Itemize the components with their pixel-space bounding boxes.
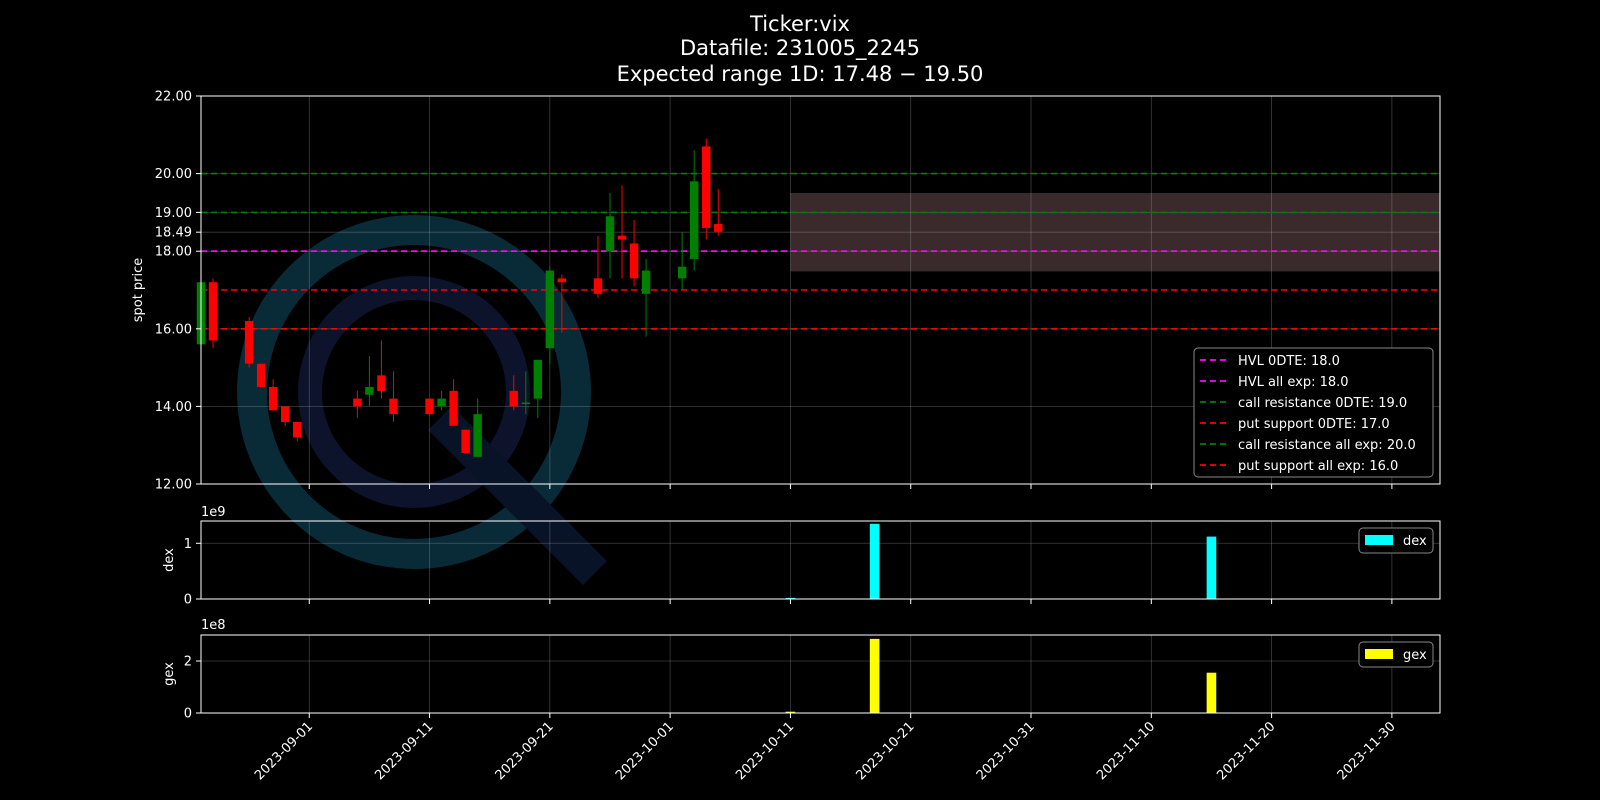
price-ytick-label: 20.00 (155, 167, 192, 182)
price-ytick-label: 14.00 (155, 400, 192, 415)
price-yticks: 12.00 14.00 16.00 18.00 18.49 19.00 20.00 22.00 (155, 90, 201, 493)
price-ytick-label: 12.00 (155, 478, 192, 493)
dex-ytick-label: 0 (184, 593, 192, 608)
gex-legend: gex (1358, 641, 1434, 668)
candle-body (473, 414, 482, 457)
price-xticks (308, 484, 1393, 489)
candle-body (533, 359, 543, 399)
candle-body (449, 390, 458, 426)
dex-bar (785, 597, 796, 599)
candle-body (677, 266, 687, 279)
dex-frame (200, 520, 1441, 600)
dex-yticks: 01 (184, 537, 201, 608)
candle-body (280, 406, 290, 422)
gex-frame (200, 634, 1441, 714)
candle-body (545, 270, 555, 349)
candle-body (256, 363, 266, 387)
chart-title-line-2: Datafile: 231005_2245 (680, 36, 920, 61)
dex-bar (1206, 536, 1217, 599)
candle-body (702, 146, 711, 228)
gex-legend-box (1358, 641, 1434, 668)
candle-body (365, 387, 374, 395)
price-levels (201, 172, 1440, 330)
price-ytick-label: 18.49 (155, 226, 192, 241)
candle-body (377, 375, 386, 391)
candle-body (617, 235, 627, 240)
legend-label-3: put support 0DTE: 17.0 (1238, 417, 1390, 432)
legend-label-2: call resistance 0DTE: 19.0 (1238, 396, 1407, 411)
gex-bar (785, 711, 796, 713)
dex-bars (785, 523, 1217, 599)
candle-body (293, 421, 302, 438)
candle-body (509, 390, 518, 407)
candle-body (689, 181, 699, 259)
legend-label-0: HVL 0DTE: 18.0 (1238, 354, 1340, 369)
dex-legend-box (1358, 527, 1434, 554)
candle-body (268, 387, 278, 411)
candle-body (629, 243, 639, 279)
watermark-inner-ring (298, 276, 530, 508)
gex-legend-label: gex (1403, 648, 1427, 663)
candle-body (208, 282, 218, 341)
chart-title-line-1: Ticker:vix (749, 12, 850, 36)
candle-body (641, 270, 651, 294)
candle-body (714, 224, 723, 232)
dex-legend: dex (1358, 527, 1434, 554)
candle-body (461, 429, 470, 453)
price-legend-box (1193, 347, 1434, 478)
chart-title-line-3: Expected range 1D: 17.48 − 19.50 (617, 62, 984, 86)
watermark-logo (237, 215, 608, 586)
price-grid (201, 95, 1440, 485)
dex-ylabel: dex (162, 548, 177, 572)
gex-bar (1206, 672, 1217, 713)
expected-range-band (790, 193, 1440, 272)
dex-panel: 01 1e9 dex dex (162, 505, 1441, 608)
gex-bars (785, 638, 1217, 713)
price-ytick-label: 18.00 (155, 245, 192, 260)
gex-bar (869, 638, 880, 713)
price-frame (200, 95, 1441, 485)
dex-bar (869, 523, 880, 599)
candle-body (353, 398, 362, 407)
legend-label-5: put support all exp: 16.0 (1238, 459, 1398, 474)
candle-body (244, 321, 254, 364)
gex-ytick-label: 2 (184, 655, 192, 670)
dex-legend-swatch (1365, 535, 1393, 545)
gex-legend-swatch (1365, 649, 1393, 659)
candle-body (389, 398, 398, 415)
price-ytick-label: 16.00 (155, 322, 192, 337)
price-candles (196, 138, 723, 457)
dex-legend-label: dex (1403, 534, 1427, 549)
candle-body (425, 398, 434, 415)
gex-scale-label: 1e8 (201, 618, 226, 633)
candle-body (593, 278, 603, 294)
candle-body (437, 398, 446, 407)
candle-body (605, 216, 615, 252)
watermark-outer-ring (237, 215, 591, 569)
dex-ytick-label: 1 (184, 537, 192, 552)
price-panel: 12.00 14.00 16.00 18.00 18.49 19.00 20.00 22.00… (131, 90, 1441, 493)
gex-ylabel: gex (162, 662, 177, 686)
price-ytick-label: 19.00 (155, 206, 192, 221)
price-ylabel: spot price (131, 258, 146, 323)
dex-xticks (308, 599, 1393, 604)
candle-body (557, 278, 567, 283)
price-ytick-label: 22.00 (155, 90, 192, 105)
gex-yticks: 02 (184, 655, 201, 722)
candle-body (521, 402, 530, 405)
dex-scale-label: 1e9 (201, 505, 226, 520)
legend-label-4: call resistance all exp: 20.0 (1238, 438, 1416, 453)
gex-ytick-label: 0 (184, 707, 192, 722)
legend-label-1: HVL all exp: 18.0 (1238, 375, 1349, 390)
price-legend: HVL 0DTE: 18.0 HVL all exp: 18.0 call resi… (1193, 347, 1434, 478)
